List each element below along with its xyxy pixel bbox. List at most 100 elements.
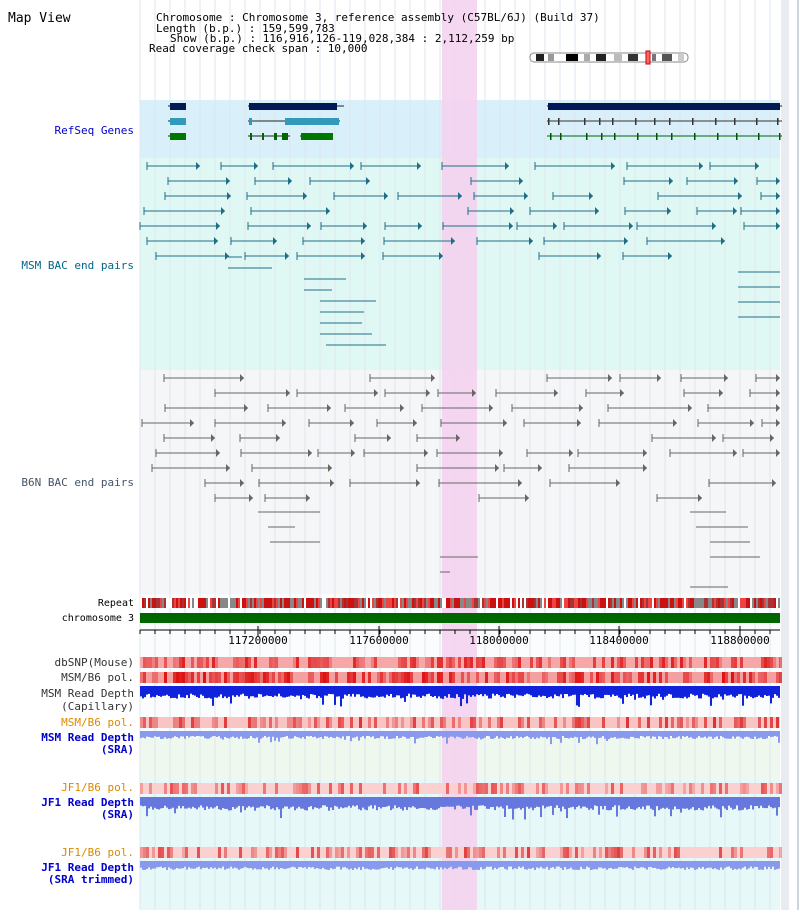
msm-depth-cap-bar: [692, 686, 694, 695]
repeat-segment: [328, 598, 330, 608]
jf1-pol-strip-2-cell: [482, 847, 485, 858]
jf1-depth-sra-bar: [162, 797, 164, 808]
variation-tracks[interactable]: [140, 657, 782, 870]
chromosome-bar[interactable]: [140, 613, 780, 623]
msm-depth-sra-bar: [620, 731, 622, 739]
jf1-depth-sra-bar: [404, 797, 406, 808]
dbsnp-strip-cell: [518, 657, 521, 668]
jf1-depth-sra-bar: [168, 797, 170, 810]
repeat-track[interactable]: [140, 598, 780, 608]
msm-depth-sra-bar: [614, 731, 616, 738]
msm-pol-strip-cell: [290, 672, 293, 683]
msm-depth-cap-bar: [322, 686, 324, 705]
jf1-pol-strip-cell: [341, 783, 344, 794]
msm-depth-sra-bar: [646, 731, 648, 737]
msm-depth-cap-bar: [550, 686, 552, 697]
jf1-depth-trim-bar: [688, 861, 690, 870]
msm-depth-sra-bar: [720, 731, 722, 737]
msm-pair-end: [611, 162, 615, 170]
jf1-depth-trim-bar: [204, 861, 206, 868]
msm-depth-cap-bar: [396, 686, 398, 696]
b6n-bac-track[interactable]: [141, 374, 780, 588]
jf1-depth-sra-bar: [682, 797, 684, 809]
label-refseq-genes[interactable]: RefSeq Genes: [55, 124, 134, 137]
msm-pol-strip-cell: [683, 672, 686, 683]
jf1-depth-trim-bar: [686, 861, 688, 868]
refseq-genes-track[interactable]: [168, 103, 782, 140]
repeat-segment: [768, 598, 770, 608]
msm-depth-cap-bar: [580, 686, 582, 695]
jf1-depth-sra-bar: [620, 797, 622, 810]
label-b6n-bac[interactable]: B6N BAC end pairs: [21, 476, 134, 489]
gene-exon: [548, 118, 550, 125]
jf1-depth-sra-bar: [488, 797, 490, 809]
repeat-segment: [560, 598, 562, 608]
msm-depth-sra-bar: [312, 731, 314, 738]
msm-depth-cap-bar: [186, 686, 188, 696]
jf1-depth-trim-bar: [614, 861, 616, 869]
jf1-depth-sra-bar: [340, 797, 342, 808]
msm-pol-strip-cell: [641, 672, 644, 683]
msm-depth-cap-bar: [616, 686, 618, 696]
label-jf1-b6-pol-2[interactable]: JF1/B6 pol.: [61, 846, 134, 859]
repeat-segment: [638, 598, 640, 608]
msm-pol-strip-cell: [266, 672, 269, 683]
msm-depth-sra-bar: [436, 731, 438, 737]
msm-depth-sra-bar: [414, 731, 416, 744]
dbsnp-strip-cell: [149, 657, 152, 668]
highlight-region[interactable]: [442, 0, 477, 910]
msm-depth-sra-bar: [738, 731, 740, 737]
jf1-depth-sra-bar: [606, 797, 608, 811]
repeat-segment: [212, 598, 214, 608]
msm-depth-sra-bar: [366, 731, 368, 736]
msm-depth-cap-bar: [764, 686, 766, 696]
msm-pol-strip-2-cell: [314, 717, 317, 728]
msm-depth-cap-bar: [400, 686, 402, 699]
msm-depth-sra-bar: [508, 731, 510, 738]
msm-bac-track[interactable]: [139, 162, 780, 346]
dbsnp-strip-cell: [683, 657, 686, 668]
label-msm-depth-cap[interactable]: MSM Read Depth: [41, 687, 134, 700]
jf1-pol-strip-cell: [743, 783, 746, 794]
jf1-depth-trim-bar: [608, 861, 610, 869]
msm-pol-strip-cell: [272, 672, 275, 683]
msm-depth-cap-bar: [682, 686, 684, 699]
msm-depth-cap-bar: [452, 686, 454, 698]
jf1-depth-sra-bar: [560, 797, 562, 812]
label-dbsnp[interactable]: dbSNP(Mouse): [55, 656, 134, 669]
msm-depth-cap-bar: [374, 686, 376, 698]
label-jf1-depth-sra[interactable]: JF1 Read Depth: [41, 796, 134, 809]
jf1-depth-trim-bar: [188, 861, 190, 868]
jf1-depth-trim-bar: [740, 861, 742, 870]
msm-depth-cap-bar: [658, 686, 660, 694]
msm-depth-sra-bar: [392, 731, 394, 739]
chromosome-ideogram[interactable]: [529, 50, 689, 65]
msm-depth-cap-bar: [518, 686, 520, 696]
msm-depth-sra-bar: [698, 731, 700, 737]
repeat-segment: [416, 598, 418, 608]
jf1-depth-trim-bar: [450, 861, 452, 867]
label-jf1-depth-trim[interactable]: JF1 Read Depth: [41, 861, 134, 874]
label-jf1-b6-pol-1[interactable]: JF1/B6 pol.: [61, 781, 134, 794]
jf1-depth-sra-bar: [558, 797, 560, 808]
dbsnp-strip-cell: [275, 657, 278, 668]
msm-depth-cap-bar: [338, 686, 340, 697]
repeat-segment: [408, 598, 410, 608]
jf1-depth-trim-bar: [190, 861, 192, 869]
jf1-depth-sra-bar: [750, 797, 752, 806]
label-msm-bac[interactable]: MSM BAC end pairs: [21, 259, 134, 272]
dbsnp-strip-cell: [539, 657, 542, 668]
msm-depth-sra-bar: [694, 731, 696, 739]
label-msm-b6-pol-2[interactable]: MSM/B6 pol.: [61, 716, 134, 729]
msm-depth-cap-bar: [420, 686, 422, 698]
label-msm-depth-sra[interactable]: MSM Read Depth: [41, 731, 134, 744]
msm-pol-strip-cell: [437, 672, 440, 683]
jf1-depth-sra-bar: [164, 797, 166, 806]
msm-depth-sra-bar: [150, 731, 152, 738]
jf1-depth-sra-bar: [346, 797, 348, 808]
msm-depth-sra-bar: [382, 731, 384, 737]
dbsnp-strip-cell: [311, 657, 314, 668]
label-msm-b6-pol-1[interactable]: MSM/B6 pol.: [61, 671, 134, 684]
msm-depth-sra-bar: [454, 731, 456, 739]
